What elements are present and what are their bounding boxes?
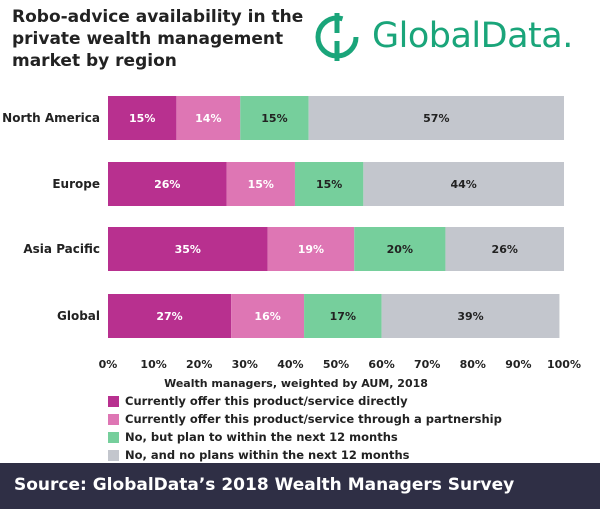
globaldata-logo-icon xyxy=(315,13,359,61)
bar-segment xyxy=(108,96,177,140)
source-text: Source: GlobalData’s 2018 Wealth Manager… xyxy=(14,475,515,495)
bar-segment xyxy=(240,96,309,140)
x-tick-label: 10% xyxy=(140,358,166,371)
bar-segment xyxy=(308,96,564,140)
bar-segment xyxy=(363,162,564,206)
data-label: 15% xyxy=(248,178,274,191)
legend-item-partnership: Currently offer this product/service thr… xyxy=(108,411,502,427)
bar-segment xyxy=(354,227,446,271)
x-tick-label: 50% xyxy=(323,358,349,371)
data-label: 35% xyxy=(175,243,201,256)
bar-segment xyxy=(226,162,295,206)
x-tick-label: 80% xyxy=(460,358,486,371)
data-label: 20% xyxy=(387,243,413,256)
legend-item-plan: No, but plan to within the next 12 month… xyxy=(108,429,502,445)
x-tick-label: 0% xyxy=(99,358,118,371)
legend-item-direct: Currently offer this product/service dir… xyxy=(108,393,502,409)
bar-segment xyxy=(445,227,564,271)
legend-item-no-plan: No, and no plans within the next 12 mont… xyxy=(108,447,502,463)
legend-swatch-partnership xyxy=(108,413,119,425)
legend-swatch-plan xyxy=(108,431,119,443)
data-label: 17% xyxy=(330,310,356,323)
data-label: 39% xyxy=(457,310,483,323)
category-label: Global xyxy=(57,309,100,323)
legend-label: No, and no plans within the next 12 mont… xyxy=(125,448,410,462)
bar-segment xyxy=(294,162,364,206)
x-tick-label: 40% xyxy=(277,358,303,371)
bar-segment xyxy=(176,96,241,140)
bar-segment xyxy=(381,294,560,338)
x-tick-label: 90% xyxy=(505,358,531,371)
legend-label: No, but plan to within the next 12 month… xyxy=(125,430,398,444)
logo-wordmark: GlobalData. xyxy=(372,16,573,56)
source-footer: Source: GlobalData’s 2018 Wealth Manager… xyxy=(0,463,600,509)
data-label: 57% xyxy=(423,112,449,125)
data-label: 44% xyxy=(451,178,477,191)
globaldata-logo: GlobalData. xyxy=(310,10,590,64)
bar-segment xyxy=(108,294,232,338)
stacked-bar-chart: North America 15% 14% 15% 57% Europe 26% 15% 15%… xyxy=(2,96,581,390)
x-axis-title: Wealth managers, weighted by AUM, 2018 xyxy=(164,377,428,390)
x-tick-label: 20% xyxy=(186,358,212,371)
bar-segment xyxy=(108,162,227,206)
bar-segment xyxy=(304,294,382,338)
category-label: Asia Pacific xyxy=(23,242,100,256)
bar-segment xyxy=(267,227,355,271)
data-label: 15% xyxy=(261,112,287,125)
chart-legend: Currently offer this product/service dir… xyxy=(108,393,502,465)
bar-segment xyxy=(108,227,268,271)
legend-label: Currently offer this product/service dir… xyxy=(125,394,408,408)
data-label: 15% xyxy=(129,112,155,125)
legend-swatch-no-plan xyxy=(108,449,119,461)
x-tick-label: 70% xyxy=(414,358,440,371)
data-label: 19% xyxy=(298,243,324,256)
data-label: 15% xyxy=(316,178,342,191)
data-label: 26% xyxy=(154,178,180,191)
category-label: Europe xyxy=(52,177,100,191)
x-tick-label: 60% xyxy=(368,358,394,371)
chart-title: Robo-advice availability in the private … xyxy=(12,7,304,71)
data-label: 26% xyxy=(492,243,518,256)
bar-segment xyxy=(231,294,305,338)
x-tick-label: 100% xyxy=(547,358,581,371)
category-label: North America xyxy=(2,111,100,125)
legend-label: Currently offer this product/service thr… xyxy=(125,412,502,426)
data-label: 16% xyxy=(254,310,280,323)
data-label: 27% xyxy=(156,310,182,323)
x-tick-label: 30% xyxy=(232,358,258,371)
data-label: 14% xyxy=(195,112,221,125)
legend-swatch-direct xyxy=(108,395,119,407)
